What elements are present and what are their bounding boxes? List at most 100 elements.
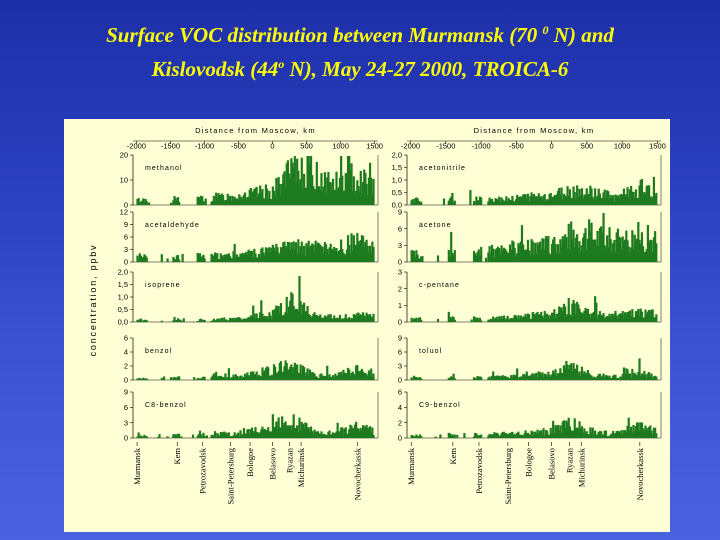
data-bar xyxy=(139,318,143,322)
data-bar xyxy=(500,433,503,438)
data-bar xyxy=(178,259,181,262)
data-bar xyxy=(283,366,286,380)
data-bar xyxy=(412,375,416,380)
x-tick-label: 500 xyxy=(300,142,313,151)
data-bar xyxy=(536,377,539,380)
data-bar xyxy=(638,239,641,262)
data-bar xyxy=(574,237,578,262)
data-bar xyxy=(304,255,307,262)
y-tick-label: 2,0 xyxy=(392,151,402,160)
data-bar xyxy=(615,315,618,322)
data-bar xyxy=(260,300,263,322)
data-bar xyxy=(256,432,259,438)
data-bar xyxy=(615,430,618,438)
data-bar xyxy=(334,318,337,322)
data-bar xyxy=(333,378,336,380)
data-bar xyxy=(541,199,544,205)
data-bar xyxy=(137,378,140,380)
data-bar xyxy=(643,192,646,205)
data-bar xyxy=(248,250,251,262)
data-bar xyxy=(301,365,305,380)
data-bar xyxy=(333,246,336,262)
data-bar xyxy=(496,433,500,438)
data-bar xyxy=(595,302,598,322)
data-bar xyxy=(548,318,551,322)
data-bar xyxy=(306,368,309,380)
data-bar xyxy=(597,314,600,322)
data-bar xyxy=(176,197,180,205)
data-bar xyxy=(299,179,302,205)
data-bar xyxy=(341,318,344,322)
data-bar xyxy=(173,196,176,205)
data-bar xyxy=(276,189,279,205)
data-bar xyxy=(147,202,151,205)
data-bar xyxy=(580,312,584,322)
data-bar xyxy=(262,372,265,380)
data-bar xyxy=(331,178,335,205)
data-bar xyxy=(262,198,265,205)
data-bar xyxy=(451,252,454,262)
data-bar xyxy=(453,378,456,380)
data-bar xyxy=(514,199,518,205)
city-label: Saint-Petersburg xyxy=(225,447,235,504)
data-bar xyxy=(627,311,630,322)
data-bar xyxy=(322,433,325,438)
data-bar xyxy=(474,432,477,438)
data-bar xyxy=(293,309,296,322)
data-bar xyxy=(411,320,414,322)
data-bar xyxy=(313,189,316,205)
data-bar xyxy=(290,292,293,322)
data-bar xyxy=(554,244,557,262)
data-bar xyxy=(571,198,574,205)
data-bar xyxy=(528,434,531,438)
data-bar xyxy=(262,429,265,438)
data-bar xyxy=(306,156,309,205)
data-bar xyxy=(518,434,521,438)
data-bar xyxy=(619,194,622,205)
data-bar xyxy=(532,376,536,380)
data-bar xyxy=(232,251,235,262)
data-bar xyxy=(496,199,500,205)
data-bar xyxy=(222,195,225,205)
data-bar xyxy=(565,360,568,380)
data-bar xyxy=(341,248,344,262)
data-bar xyxy=(637,222,640,262)
data-bar xyxy=(327,378,330,380)
data-bar xyxy=(600,315,603,322)
data-bar xyxy=(535,433,538,438)
data-bar xyxy=(626,311,629,322)
data-bar xyxy=(318,186,321,205)
data-bar xyxy=(240,435,243,438)
data-bar xyxy=(274,308,277,322)
data-bar xyxy=(241,199,244,205)
data-bar xyxy=(632,374,635,380)
data-bar xyxy=(650,373,653,380)
data-bar xyxy=(356,233,359,262)
data-bar xyxy=(191,434,195,438)
data-bar xyxy=(196,378,199,380)
data-bar xyxy=(238,378,241,380)
data-bar xyxy=(561,236,564,262)
data-bar xyxy=(278,183,281,205)
data-bar xyxy=(654,375,657,380)
data-bar xyxy=(625,368,628,380)
data-bar xyxy=(365,239,368,262)
data-bar xyxy=(573,192,576,205)
data-bar xyxy=(518,197,521,205)
data-bar xyxy=(243,253,247,262)
data-bar xyxy=(328,430,331,438)
data-bar xyxy=(529,435,532,438)
data-bar xyxy=(343,318,346,322)
data-bar xyxy=(289,425,292,438)
data-bar xyxy=(349,253,352,262)
data-bar xyxy=(234,317,237,322)
data-bar xyxy=(632,191,635,205)
data-bar xyxy=(616,318,620,322)
data-bar xyxy=(552,370,555,380)
data-bar xyxy=(619,432,622,438)
data-bar xyxy=(518,377,521,380)
data-bar xyxy=(559,425,562,438)
data-bar xyxy=(552,420,555,438)
data-bar xyxy=(355,316,358,322)
data-bar xyxy=(198,430,202,438)
